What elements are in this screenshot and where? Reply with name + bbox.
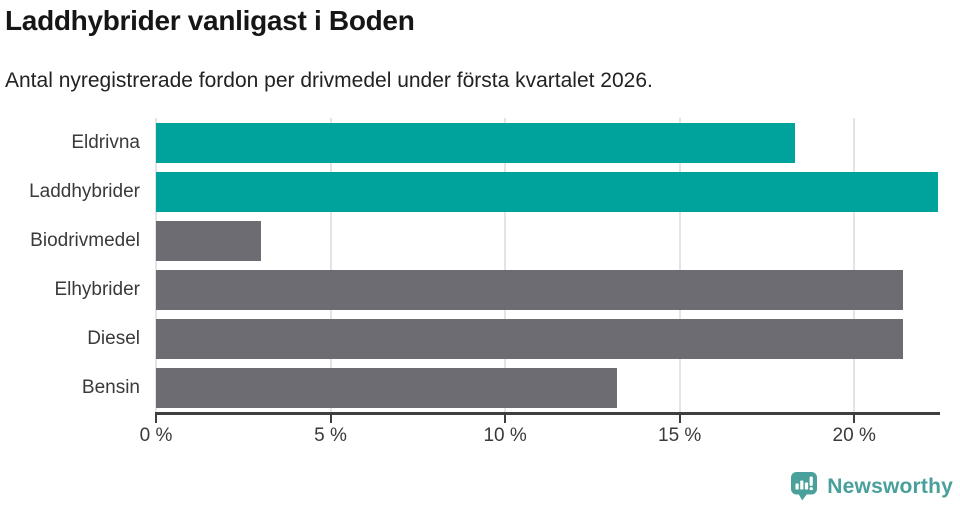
x-tick-20 (853, 414, 856, 423)
x-tick-label-5: 5 % (314, 425, 347, 446)
category-label-diesel: Diesel (87, 327, 140, 349)
gridline-0pct (155, 118, 157, 412)
x-tick-10 (504, 414, 507, 423)
bar-laddhybrider (156, 171, 938, 212)
x-tick-5 (329, 414, 332, 423)
category-label-biodrivmedel: Biodrivmedel (30, 229, 140, 251)
chart-title: Laddhybrider vanligast i Boden (5, 5, 415, 36)
category-label-laddhybrider: Laddhybrider (29, 180, 140, 202)
x-tick-15 (678, 414, 681, 423)
x-tick-label-15: 15 % (658, 425, 702, 446)
gridline-5pct (329, 118, 332, 412)
bar-eldrivna (156, 122, 795, 163)
category-label-bensin: Bensin (81, 376, 140, 398)
bar-bensin (156, 367, 617, 408)
x-tick-label-10: 10 % (483, 425, 527, 446)
gridline-20pct (853, 118, 856, 412)
gridline-10pct (504, 118, 507, 412)
bar-diesel (156, 318, 904, 359)
x-axis-line (155, 412, 940, 415)
bar-elhybrider (156, 269, 904, 310)
x-tick-label-0: 0 % (139, 425, 173, 446)
brand-footer: Newsworthy (789, 471, 953, 502)
x-tick-0 (155, 414, 157, 423)
category-label-elhybrider: Elhybrider (54, 278, 140, 300)
chart-subtitle: Antal nyregistrerade fordon per drivmede… (5, 69, 653, 92)
brand-name: Newsworthy (827, 474, 953, 498)
category-label-eldrivna: Eldrivna (71, 131, 140, 153)
gridline-15pct (678, 118, 681, 412)
bar-biodrivmedel (156, 220, 261, 261)
x-tick-label-20: 20 % (832, 425, 876, 446)
newsworthy-logo-icon (791, 472, 818, 501)
